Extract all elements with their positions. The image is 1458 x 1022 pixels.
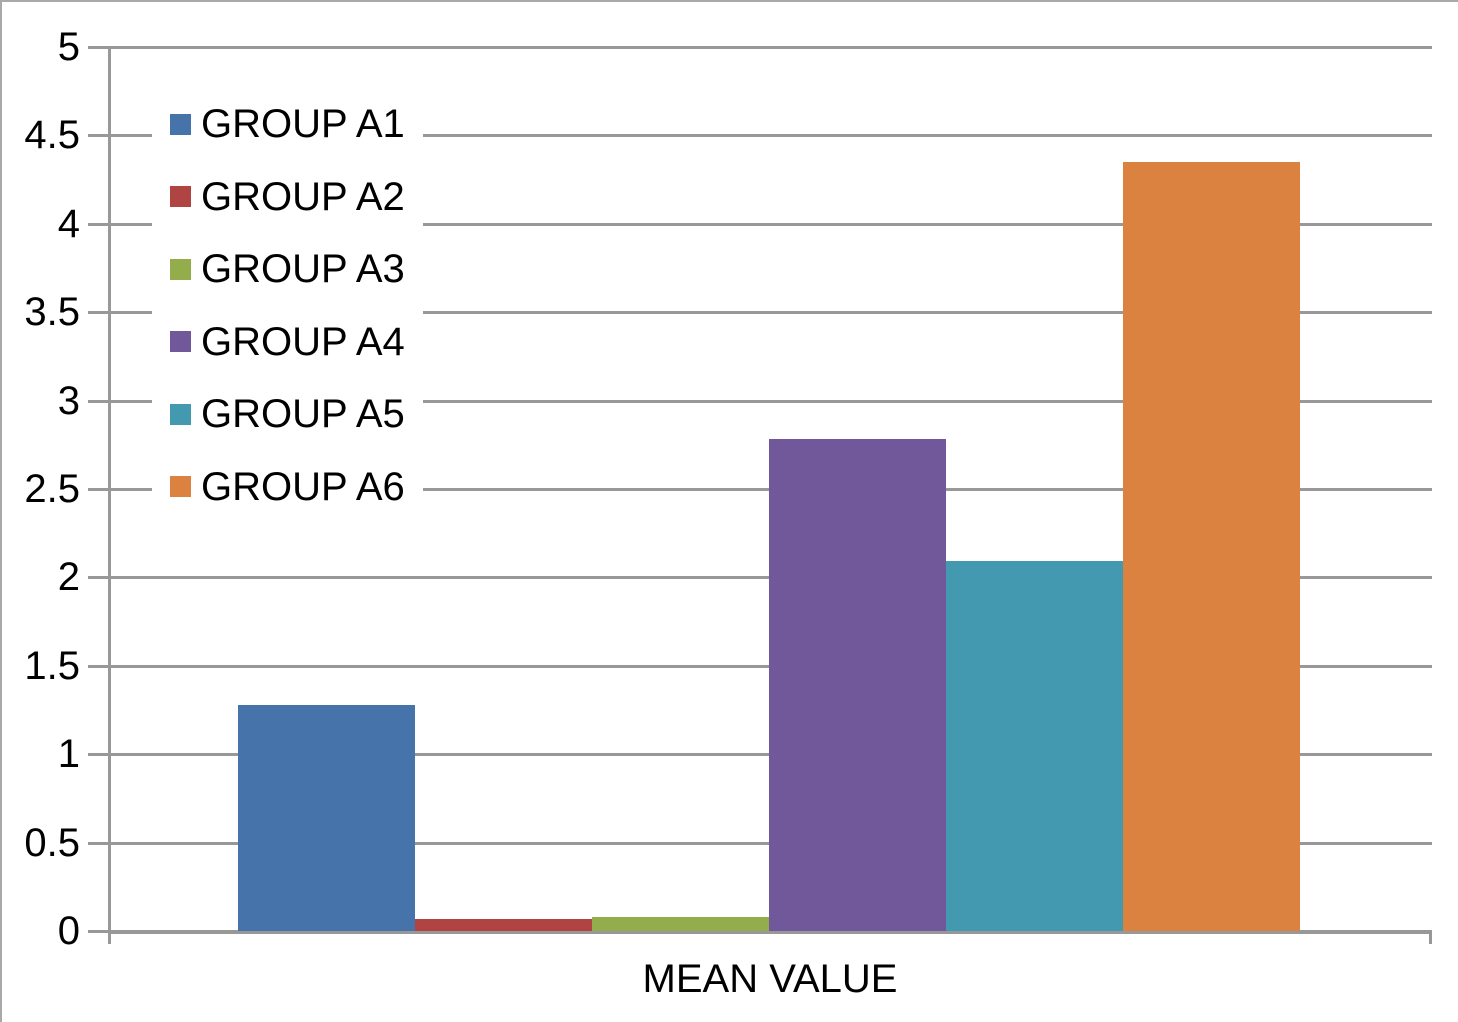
bar-group-a2 <box>415 919 592 931</box>
y-tick-label: 4.5 <box>24 113 80 158</box>
legend-label: GROUP A6 <box>201 464 405 509</box>
bar-group-a3 <box>592 917 769 931</box>
bar-group-a4 <box>769 439 946 931</box>
gridline <box>108 399 1432 403</box>
legend: GROUP A1 GROUP A2 GROUP A3 GROUP A4 GROUP A5… <box>152 88 423 523</box>
gridline <box>108 222 1432 226</box>
y-axis-tick <box>88 488 108 491</box>
y-axis-tick <box>88 222 108 226</box>
legend-swatch-icon <box>170 186 191 208</box>
bar-group-a5 <box>946 561 1123 931</box>
y-tick-label: 3.5 <box>24 290 80 335</box>
x-axis-baseline <box>108 930 1432 934</box>
legend-swatch-icon <box>170 113 191 135</box>
legend-label: GROUP A2 <box>201 174 405 219</box>
x-axis-title: MEAN VALUE <box>642 957 898 1001</box>
legend-item-group-a4: GROUP A4 <box>170 306 405 379</box>
category-boundary-tick <box>1429 931 1432 944</box>
y-axis-tick <box>88 753 108 757</box>
legend-item-group-a1: GROUP A1 <box>170 88 405 161</box>
gridline <box>108 134 1432 138</box>
legend-label: GROUP A3 <box>201 247 405 292</box>
y-tick-label: 0 <box>57 909 80 953</box>
legend-label: GROUP A4 <box>201 319 405 364</box>
legend-swatch-icon <box>170 258 191 280</box>
legend-item-group-a5: GROUP A5 <box>170 378 405 451</box>
legend-swatch-icon <box>170 403 191 425</box>
legend-item-group-a6: GROUP A6 <box>170 451 405 524</box>
y-tick-label: 1 <box>57 732 80 777</box>
legend-swatch-icon <box>170 476 191 498</box>
y-axis-tick <box>88 134 108 138</box>
y-axis-tick <box>88 399 108 403</box>
y-axis-tick <box>88 46 108 49</box>
legend-label: GROUP A5 <box>201 392 405 437</box>
legend-label: GROUP A1 <box>201 102 405 147</box>
y-axis-tick <box>88 664 108 668</box>
y-tick-label: 2.5 <box>24 467 80 511</box>
y-axis-tick <box>88 311 108 315</box>
legend-item-group-a2: GROUP A2 <box>170 161 405 234</box>
bar-group-a1 <box>238 705 415 931</box>
y-tick-label: 5 <box>57 25 80 69</box>
y-axis-line <box>108 47 111 943</box>
legend-swatch-icon <box>170 331 191 353</box>
y-tick-label: 3 <box>57 378 80 423</box>
y-axis-tick <box>88 930 108 933</box>
legend-item-group-a3: GROUP A3 <box>170 233 405 306</box>
y-axis-tick <box>88 576 108 580</box>
category-boundary-tick <box>108 931 111 944</box>
y-tick-label: 4 <box>57 201 80 246</box>
gridline <box>108 46 1432 49</box>
y-tick-label: 2 <box>57 555 80 600</box>
bar-group-a6 <box>1123 162 1300 931</box>
y-tick-label: 0.5 <box>24 820 80 865</box>
gridline <box>108 311 1432 315</box>
y-axis-tick <box>88 841 108 845</box>
y-tick-label: 1.5 <box>24 643 80 688</box>
